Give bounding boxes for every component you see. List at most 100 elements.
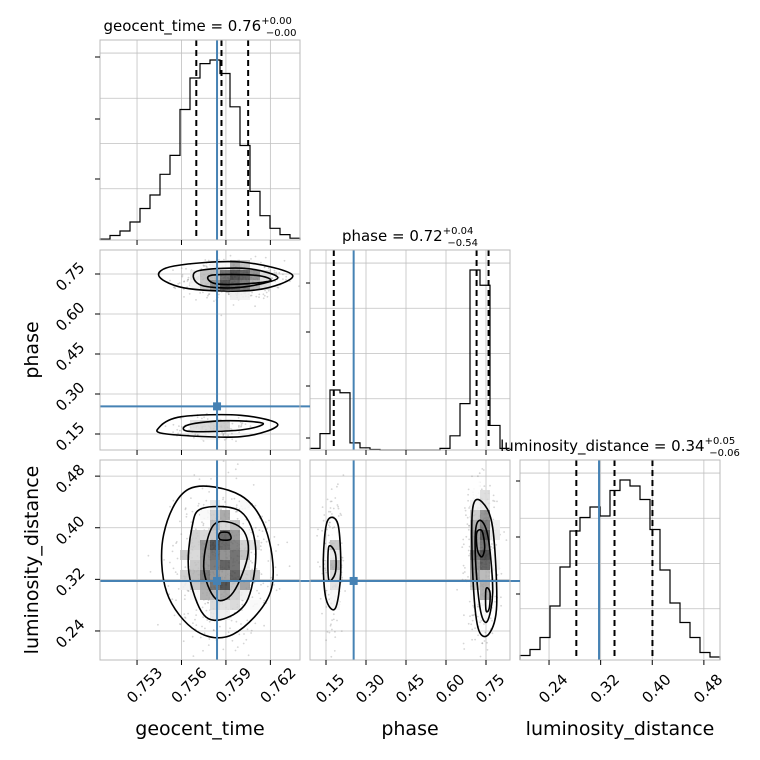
sample-point xyxy=(176,573,179,575)
density-cell xyxy=(470,570,480,580)
sample-point xyxy=(330,500,333,503)
hist-panel-geocent_time: geocent_time = 0.76+0.00 −0.00 xyxy=(99,16,301,241)
sample-point xyxy=(208,528,210,530)
sample-point xyxy=(175,541,178,543)
density-cell xyxy=(210,420,220,430)
sample-point xyxy=(478,675,480,677)
sample-point xyxy=(477,603,479,606)
density-cell xyxy=(230,290,240,300)
sample-point xyxy=(489,484,491,487)
sample-point xyxy=(204,627,206,630)
density-cell xyxy=(190,570,200,580)
sample-point xyxy=(470,623,473,626)
sample-point xyxy=(183,280,186,283)
sample-point xyxy=(227,293,230,295)
sample-point xyxy=(181,274,184,276)
density-cell xyxy=(480,490,490,500)
sample-point xyxy=(249,425,252,428)
sample-point xyxy=(464,507,466,509)
sample-point xyxy=(462,642,465,645)
sample-point xyxy=(324,569,327,572)
sample-point xyxy=(330,655,333,658)
sample-point xyxy=(496,573,499,576)
sample-point xyxy=(185,513,188,515)
density-cell xyxy=(220,510,230,520)
sample-point xyxy=(329,500,332,503)
contour-line xyxy=(475,528,486,558)
density-cell xyxy=(230,600,240,610)
contour-line xyxy=(218,531,232,541)
sample-point xyxy=(328,510,330,513)
sample-point xyxy=(207,293,210,296)
sample-point xyxy=(266,585,269,588)
sample-point xyxy=(205,609,208,612)
sample-point xyxy=(261,530,264,533)
density-cell xyxy=(220,530,230,540)
sample-point xyxy=(240,623,242,625)
sample-point xyxy=(494,595,497,598)
panel-background xyxy=(520,460,720,660)
panel-title-phase: phase = 0.72+0.04 −0.54 xyxy=(342,226,478,249)
sample-point xyxy=(241,603,244,606)
density-cell xyxy=(210,510,220,520)
sample-point xyxy=(327,534,330,537)
sample-point xyxy=(491,632,494,635)
sample-point xyxy=(270,277,273,279)
density-cell xyxy=(190,270,200,280)
sample-point xyxy=(235,620,238,623)
sample-point xyxy=(288,565,291,568)
density-cell xyxy=(210,610,220,620)
sample-point xyxy=(325,606,328,608)
sample-point xyxy=(202,503,205,506)
x-tick-label: 0.48 xyxy=(690,670,726,706)
sample-point xyxy=(221,431,223,434)
sample-point xyxy=(471,619,474,622)
contour-line xyxy=(474,519,494,624)
sample-point xyxy=(486,649,489,651)
density-cell xyxy=(490,530,500,540)
sample-point xyxy=(326,528,328,531)
density-cell xyxy=(470,560,480,570)
sample-point xyxy=(484,631,487,634)
density-cell xyxy=(330,530,340,540)
sample-point xyxy=(250,629,253,632)
density-cell xyxy=(480,560,490,570)
sample-point xyxy=(500,604,502,607)
y-tick-label: 0.40 xyxy=(52,512,88,548)
sample-point xyxy=(171,598,174,601)
sample-point xyxy=(491,619,493,622)
density-cell xyxy=(210,260,220,270)
panel-content xyxy=(156,250,300,450)
sample-point xyxy=(187,278,189,281)
sample-point xyxy=(195,528,197,531)
sample-point xyxy=(222,434,225,437)
sample-point xyxy=(147,554,150,557)
sample-point xyxy=(195,609,198,611)
sample-point xyxy=(190,497,192,499)
sample-point xyxy=(187,278,190,281)
sample-point xyxy=(188,293,191,295)
density-cell xyxy=(330,560,340,570)
density-cell xyxy=(220,610,230,620)
density-cell xyxy=(470,520,480,530)
sample-point xyxy=(344,590,346,592)
density-cell xyxy=(480,510,490,520)
sample-point xyxy=(462,572,465,575)
sample-point xyxy=(500,572,503,575)
density-cell xyxy=(190,280,200,290)
sample-point xyxy=(467,499,469,502)
sample-point xyxy=(175,599,177,602)
sample-point xyxy=(483,640,486,642)
sample-point xyxy=(173,614,176,617)
sample-point xyxy=(241,422,244,424)
sample-point xyxy=(261,515,263,518)
sample-point xyxy=(333,650,336,652)
sample-point xyxy=(199,292,202,294)
sample-point xyxy=(251,568,254,571)
density-cell xyxy=(180,570,190,580)
sample-point xyxy=(184,594,186,597)
sample-point xyxy=(212,629,215,632)
sample-point xyxy=(258,296,260,299)
sample-point xyxy=(271,277,274,280)
sample-point xyxy=(331,628,333,631)
